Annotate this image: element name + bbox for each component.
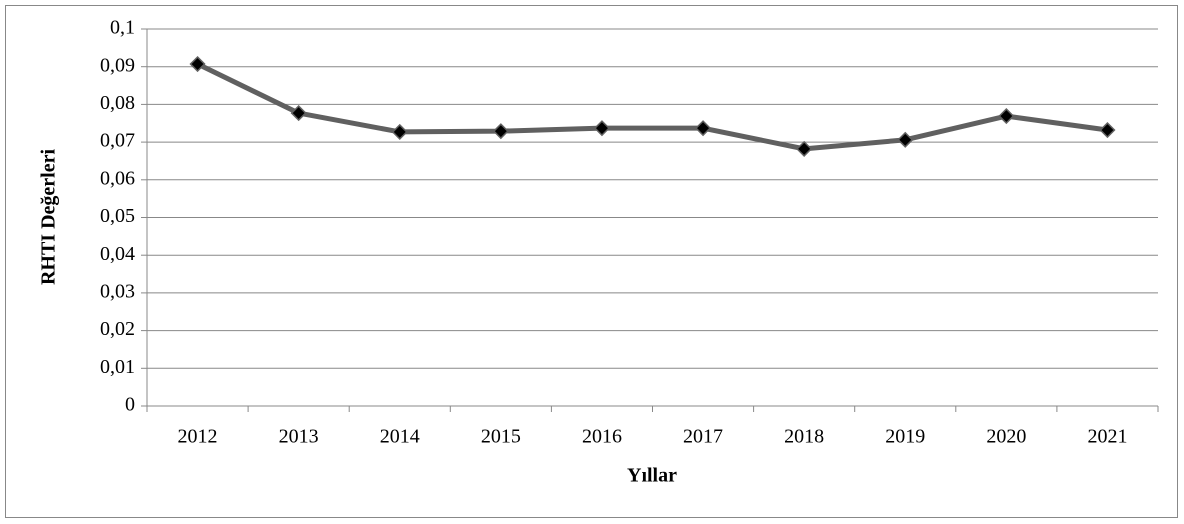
y-tick-label: 0 bbox=[125, 394, 135, 416]
data-point bbox=[796, 140, 813, 157]
data-point bbox=[492, 123, 509, 140]
x-tick-label: 2018 bbox=[784, 426, 824, 448]
y-tick-label: 0,08 bbox=[100, 92, 135, 114]
y-tick-label: 0,01 bbox=[100, 356, 135, 378]
x-tick-label: 2019 bbox=[885, 426, 925, 448]
data-point bbox=[290, 105, 307, 122]
x-tick-label: 2020 bbox=[986, 426, 1026, 448]
y-tick-label: 0,03 bbox=[100, 280, 135, 302]
y-tick-label: 0,06 bbox=[100, 167, 135, 189]
y-tick-label: 0,09 bbox=[100, 54, 135, 76]
x-tick-label: 2015 bbox=[481, 426, 521, 448]
x-axis-title: Yıllar bbox=[627, 465, 677, 487]
x-tick-label: 2012 bbox=[178, 426, 218, 448]
x-tick-label: 2014 bbox=[380, 426, 420, 448]
data-point bbox=[593, 120, 611, 137]
x-tick-label: 2013 bbox=[279, 426, 319, 448]
x-tick-label: 2017 bbox=[683, 426, 723, 448]
data-point bbox=[694, 120, 712, 137]
y-axis-title: RHTI Değerleri bbox=[38, 149, 60, 286]
data-point bbox=[1099, 121, 1116, 139]
y-tick-label: 0,04 bbox=[100, 243, 135, 265]
y-tick-label: 0,07 bbox=[100, 130, 135, 152]
chart-frame bbox=[5, 5, 1178, 518]
y-tick-label: 0,02 bbox=[100, 318, 135, 340]
series-line bbox=[196, 61, 1108, 152]
y-tick-label: 0,05 bbox=[100, 205, 135, 227]
x-tick-label: 2016 bbox=[582, 426, 622, 448]
data-point bbox=[998, 108, 1015, 125]
data-point bbox=[391, 123, 408, 140]
data-point bbox=[897, 131, 914, 148]
x-tick-label: 2021 bbox=[1087, 426, 1127, 448]
data-point bbox=[189, 56, 206, 73]
y-tick-label: 0,1 bbox=[110, 17, 135, 39]
